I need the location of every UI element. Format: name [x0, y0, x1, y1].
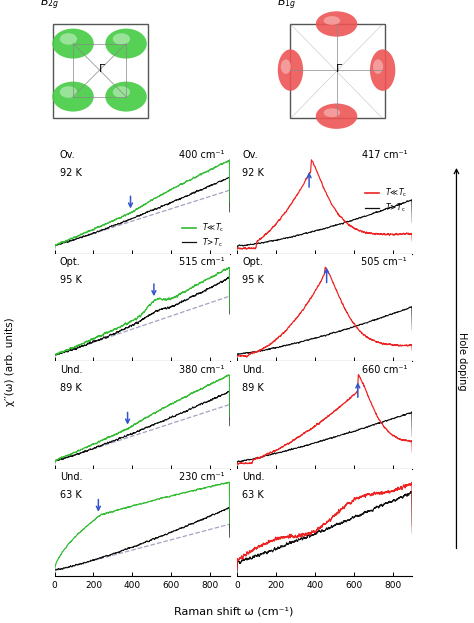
- Bar: [291, 24, 385, 118]
- Text: 63 K: 63 K: [60, 490, 82, 500]
- Text: Und.: Und.: [60, 364, 82, 374]
- Ellipse shape: [281, 59, 291, 74]
- Text: Und.: Und.: [60, 472, 82, 482]
- Ellipse shape: [113, 33, 130, 45]
- Text: 92 K: 92 K: [60, 168, 82, 178]
- Text: 380 cm⁻¹: 380 cm⁻¹: [179, 364, 225, 374]
- Ellipse shape: [105, 82, 147, 112]
- Ellipse shape: [316, 103, 357, 129]
- Text: 660 cm⁻¹: 660 cm⁻¹: [362, 364, 407, 374]
- Legend: $T\!\ll\!T_{\rm c}$, $T\!>\!T_{\rm c}$: $T\!\ll\!T_{\rm c}$, $T\!>\!T_{\rm c}$: [363, 185, 409, 216]
- Ellipse shape: [370, 49, 395, 91]
- Text: 95 K: 95 K: [60, 275, 82, 285]
- Ellipse shape: [373, 59, 383, 74]
- Text: $\Gamma$: $\Gamma$: [335, 62, 343, 74]
- Ellipse shape: [324, 108, 340, 117]
- Ellipse shape: [60, 86, 77, 98]
- Text: Hole doping: Hole doping: [457, 332, 467, 391]
- Text: 89 K: 89 K: [242, 383, 264, 393]
- Ellipse shape: [52, 29, 94, 59]
- Text: $B_{1g}$: $B_{1g}$: [277, 0, 296, 12]
- Ellipse shape: [52, 82, 94, 112]
- Text: Opt.: Opt.: [242, 257, 263, 267]
- Text: 505 cm⁻¹: 505 cm⁻¹: [362, 257, 407, 267]
- Text: Raman shift ω (cm⁻¹): Raman shift ω (cm⁻¹): [174, 607, 293, 617]
- Text: 63 K: 63 K: [242, 490, 264, 500]
- Ellipse shape: [278, 49, 303, 91]
- Text: 92 K: 92 K: [242, 168, 264, 178]
- Text: 400 cm⁻¹: 400 cm⁻¹: [179, 150, 225, 159]
- Text: 417 cm⁻¹: 417 cm⁻¹: [362, 150, 407, 159]
- Legend: $T\!\ll\!T_{\rm c}$, $T\!>\!T_{\rm c}$: $T\!\ll\!T_{\rm c}$, $T\!>\!T_{\rm c}$: [181, 220, 226, 250]
- Ellipse shape: [316, 11, 357, 37]
- Text: Ov.: Ov.: [242, 150, 258, 159]
- Text: Und.: Und.: [242, 472, 265, 482]
- Text: Und.: Und.: [242, 364, 265, 374]
- Text: Opt.: Opt.: [60, 257, 81, 267]
- Ellipse shape: [105, 29, 147, 59]
- Text: 515 cm⁻¹: 515 cm⁻¹: [179, 257, 225, 267]
- Ellipse shape: [324, 16, 340, 25]
- Text: 95 K: 95 K: [242, 275, 264, 285]
- Text: $B_{2g}$: $B_{2g}$: [40, 0, 59, 12]
- Text: $\Gamma$: $\Gamma$: [98, 62, 106, 74]
- Ellipse shape: [113, 86, 130, 98]
- Text: 89 K: 89 K: [60, 383, 82, 393]
- Ellipse shape: [60, 33, 77, 45]
- Bar: [54, 24, 148, 118]
- Text: 230 cm⁻¹: 230 cm⁻¹: [179, 472, 225, 482]
- Text: Ov.: Ov.: [60, 150, 75, 159]
- Text: χ′′(ω) (arb. units): χ′′(ω) (arb. units): [5, 317, 16, 406]
